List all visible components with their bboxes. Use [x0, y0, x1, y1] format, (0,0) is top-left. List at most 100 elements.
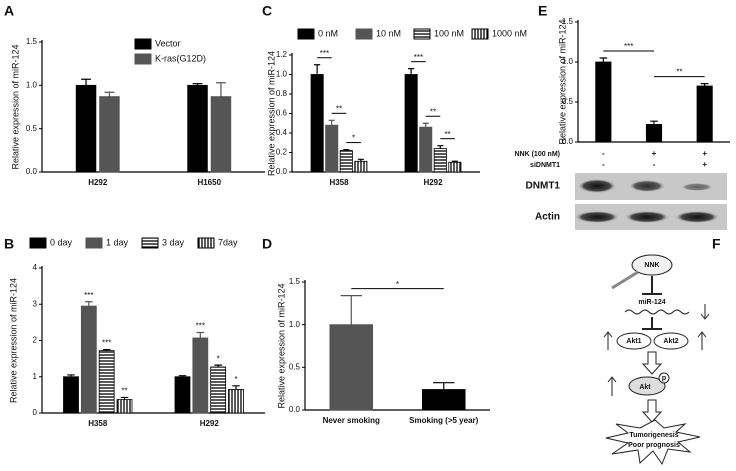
bar — [116, 399, 133, 414]
arrow — [607, 376, 617, 383]
error-bar — [433, 382, 455, 390]
legend-label: 0 nM — [318, 28, 338, 38]
legend-swatch — [355, 28, 373, 40]
error-bar — [192, 83, 203, 86]
error-bar — [357, 158, 364, 162]
y-tick-label: 1.0 — [276, 70, 288, 79]
condition-label: siDNMT1 — [530, 162, 560, 169]
legend-swatch — [413, 28, 431, 40]
error-bar — [343, 148, 350, 151]
phospho — [658, 372, 670, 384]
legend-label: 100 nM — [434, 28, 464, 38]
x-tick-label: H292 — [423, 178, 443, 187]
x-tick-label: H358 — [329, 178, 349, 187]
y-tick-label: 0.4 — [276, 128, 288, 137]
western-blot: DNMT1 Actin — [526, 173, 727, 230]
x-tick-label: H292 — [200, 419, 220, 428]
legend-swatch — [134, 53, 152, 65]
significance: * — [217, 354, 220, 363]
legend-label: Vector — [155, 38, 181, 48]
legend-label: K-ras(G12D) — [155, 53, 206, 63]
error-bar — [214, 364, 222, 367]
significance: *** — [84, 291, 93, 300]
bar — [645, 124, 663, 143]
error-bar — [81, 78, 91, 86]
error-bar — [451, 160, 458, 163]
condition-sign: + — [652, 149, 657, 158]
error-bar — [196, 331, 205, 338]
legend-swatch — [85, 237, 103, 249]
bar — [187, 84, 208, 173]
bar — [174, 376, 191, 414]
significance: *** — [624, 42, 633, 51]
arrow — [697, 331, 707, 338]
y-axis-label: Relative expression of miR-124 — [8, 278, 18, 403]
error-bar — [67, 374, 75, 377]
panel-letter: D — [262, 236, 272, 252]
y-tick-label: 0.5 — [26, 124, 38, 133]
error-bar — [104, 91, 115, 97]
y-tick-label: 1.2 — [276, 50, 288, 59]
legend-label: 3 day — [162, 237, 185, 247]
bar — [696, 85, 713, 143]
bar — [210, 366, 227, 414]
x-tick-label: Smoking (>5 year) — [409, 416, 478, 425]
bar — [339, 150, 353, 173]
bar — [354, 160, 368, 173]
bar — [595, 61, 612, 143]
y-tick-label: 0.0 — [26, 167, 38, 176]
outcome-label: Tumorigenesis — [629, 432, 678, 439]
legend-swatch — [141, 237, 159, 249]
y-tick-label: 1.5 — [289, 277, 301, 286]
node-label: Akt — [639, 384, 651, 391]
y-tick-label: 2 — [33, 336, 38, 345]
error-bar — [340, 295, 362, 325]
y-tick-label: 1 — [33, 372, 38, 381]
bar — [419, 126, 433, 173]
x-tick-label: H1650 — [197, 178, 221, 187]
panel-letter: F — [712, 236, 721, 252]
error-bar — [650, 120, 658, 125]
y-axis-label: Relative expression of miR-124 — [276, 283, 286, 408]
y-tick-label: 0.0 — [289, 405, 301, 414]
y-tick-label: 3 — [33, 299, 38, 308]
nnk-cloud — [631, 254, 673, 276]
hollow-arrow — [641, 399, 663, 423]
node-label: NNK — [644, 262, 659, 269]
legend-label: 0 day — [50, 237, 73, 247]
blot-band — [629, 180, 665, 192]
condition-sign: - — [653, 160, 656, 169]
y-tick-label: 0.0 — [562, 137, 574, 146]
legend-swatch — [29, 237, 47, 249]
blot-band — [675, 211, 719, 223]
blot-band — [578, 179, 616, 193]
syringe — [611, 270, 639, 290]
blot-label: Actin — [535, 212, 560, 223]
y-tick-label: 1.5 — [26, 37, 38, 46]
error-bar — [232, 385, 240, 390]
node-label: p — [662, 375, 666, 382]
significance: ** — [336, 104, 342, 113]
error-bar — [437, 145, 444, 149]
y-tick-label: 4 — [33, 263, 38, 272]
condition-sign: - — [602, 149, 605, 158]
bar — [75, 84, 97, 173]
blot-band — [575, 211, 619, 223]
bar — [448, 161, 462, 173]
legend-label: 10 nM — [376, 28, 401, 38]
bar — [329, 324, 374, 411]
y-tick-label: 0.2 — [276, 148, 288, 157]
panel-letter: A — [4, 3, 14, 19]
y-tick-label: 1.0 — [289, 320, 301, 329]
condition-sign: - — [602, 160, 605, 169]
error-bar — [328, 119, 335, 126]
legend-swatch — [134, 38, 152, 50]
y-tick-label: 0.6 — [276, 109, 288, 118]
legend-label: 1 day — [106, 237, 129, 247]
legend-label: 7day — [218, 237, 238, 247]
x-tick-label: H292 — [88, 178, 108, 187]
y-tick-label: 0.5 — [562, 97, 574, 106]
significance: *** — [414, 53, 423, 62]
bar — [63, 376, 79, 414]
